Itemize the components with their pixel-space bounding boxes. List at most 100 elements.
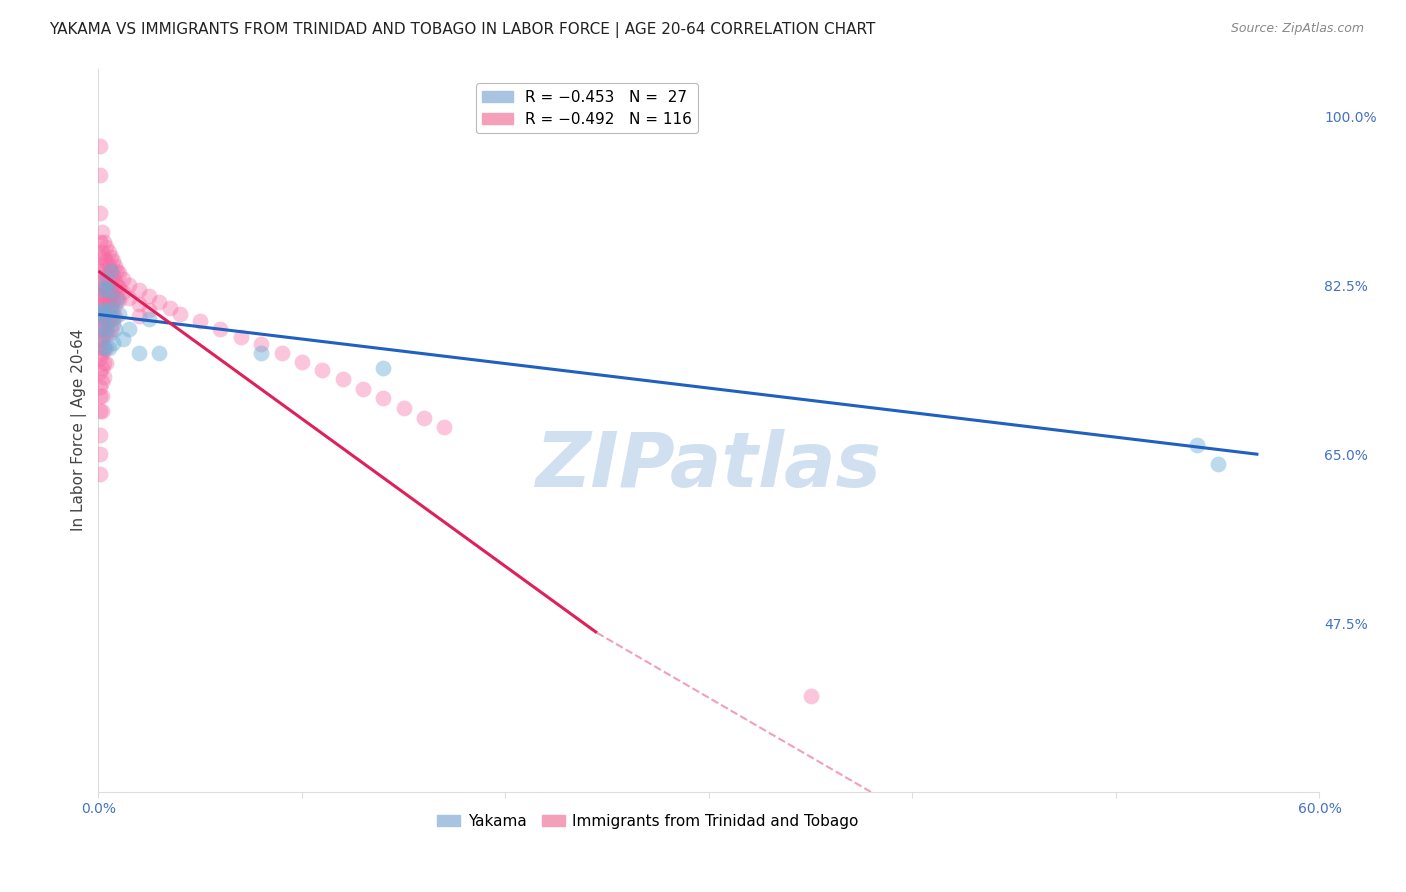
Point xyxy=(169,308,191,322)
Point xyxy=(250,346,273,360)
Point xyxy=(159,301,181,315)
Point xyxy=(97,244,120,259)
Text: ZIPatlas: ZIPatlas xyxy=(536,429,882,503)
Point xyxy=(413,410,436,425)
Point xyxy=(1206,457,1229,471)
Point xyxy=(96,326,118,341)
Point xyxy=(91,312,114,326)
Point xyxy=(91,389,114,403)
Point xyxy=(91,259,114,273)
Point xyxy=(96,341,118,355)
Point xyxy=(101,284,124,298)
Point xyxy=(433,420,456,434)
Point xyxy=(148,346,170,360)
Point xyxy=(392,401,415,415)
Point xyxy=(104,259,127,273)
Point xyxy=(105,278,128,293)
Point xyxy=(89,404,111,418)
Point xyxy=(91,284,114,298)
Point xyxy=(89,389,111,403)
Point xyxy=(93,288,115,302)
Point xyxy=(96,268,118,283)
Point xyxy=(332,372,354,386)
Point xyxy=(118,322,141,336)
Point xyxy=(93,356,115,370)
Point xyxy=(91,346,114,360)
Point xyxy=(96,274,118,288)
Point xyxy=(373,392,395,406)
Point xyxy=(89,235,111,249)
Point xyxy=(1187,438,1209,452)
Point xyxy=(96,322,118,336)
Point xyxy=(100,278,122,293)
Point xyxy=(97,314,120,328)
Point xyxy=(96,293,118,307)
Point xyxy=(118,277,141,292)
Point xyxy=(93,317,115,331)
Point xyxy=(93,284,115,298)
Point xyxy=(91,360,114,375)
Point xyxy=(101,254,124,268)
Point xyxy=(800,689,823,703)
Point xyxy=(128,297,150,311)
Point xyxy=(93,312,115,326)
Point xyxy=(93,264,115,278)
Point xyxy=(89,380,111,394)
Point xyxy=(93,308,115,322)
Point xyxy=(209,322,232,336)
Point xyxy=(97,302,120,317)
Point xyxy=(89,467,111,481)
Point xyxy=(89,317,111,331)
Point xyxy=(100,298,122,312)
Point xyxy=(91,226,114,240)
Point xyxy=(93,298,115,312)
Point xyxy=(104,274,127,288)
Point xyxy=(148,295,170,310)
Point xyxy=(128,310,150,324)
Point xyxy=(97,326,120,341)
Point xyxy=(97,274,120,288)
Point xyxy=(311,363,333,377)
Point xyxy=(188,314,211,328)
Point xyxy=(101,317,124,331)
Point xyxy=(107,308,129,322)
Point xyxy=(93,341,115,355)
Point xyxy=(91,332,114,346)
Point xyxy=(96,254,118,268)
Point xyxy=(97,259,120,273)
Point xyxy=(89,351,111,365)
Point xyxy=(128,284,150,298)
Point xyxy=(89,332,111,346)
Point xyxy=(111,285,134,300)
Point xyxy=(101,268,124,283)
Point xyxy=(93,250,115,264)
Point xyxy=(97,284,120,298)
Point xyxy=(111,332,134,346)
Point xyxy=(97,341,120,355)
Point xyxy=(89,447,111,461)
Point xyxy=(100,250,122,264)
Point xyxy=(270,346,292,360)
Point xyxy=(91,274,114,288)
Point xyxy=(101,293,124,307)
Point xyxy=(118,291,141,305)
Point xyxy=(89,288,111,302)
Point xyxy=(128,346,150,360)
Point xyxy=(89,341,111,355)
Point xyxy=(89,365,111,379)
Point xyxy=(101,312,124,326)
Point xyxy=(111,272,134,286)
Point xyxy=(250,337,273,351)
Point xyxy=(101,304,124,318)
Point xyxy=(91,244,114,259)
Point xyxy=(89,250,111,264)
Point xyxy=(93,235,115,249)
Point xyxy=(104,322,127,336)
Point xyxy=(104,285,127,300)
Point xyxy=(100,264,122,278)
Point xyxy=(100,322,122,336)
Point xyxy=(91,293,114,307)
Point xyxy=(107,280,129,294)
Point xyxy=(107,293,129,307)
Point xyxy=(89,206,111,220)
